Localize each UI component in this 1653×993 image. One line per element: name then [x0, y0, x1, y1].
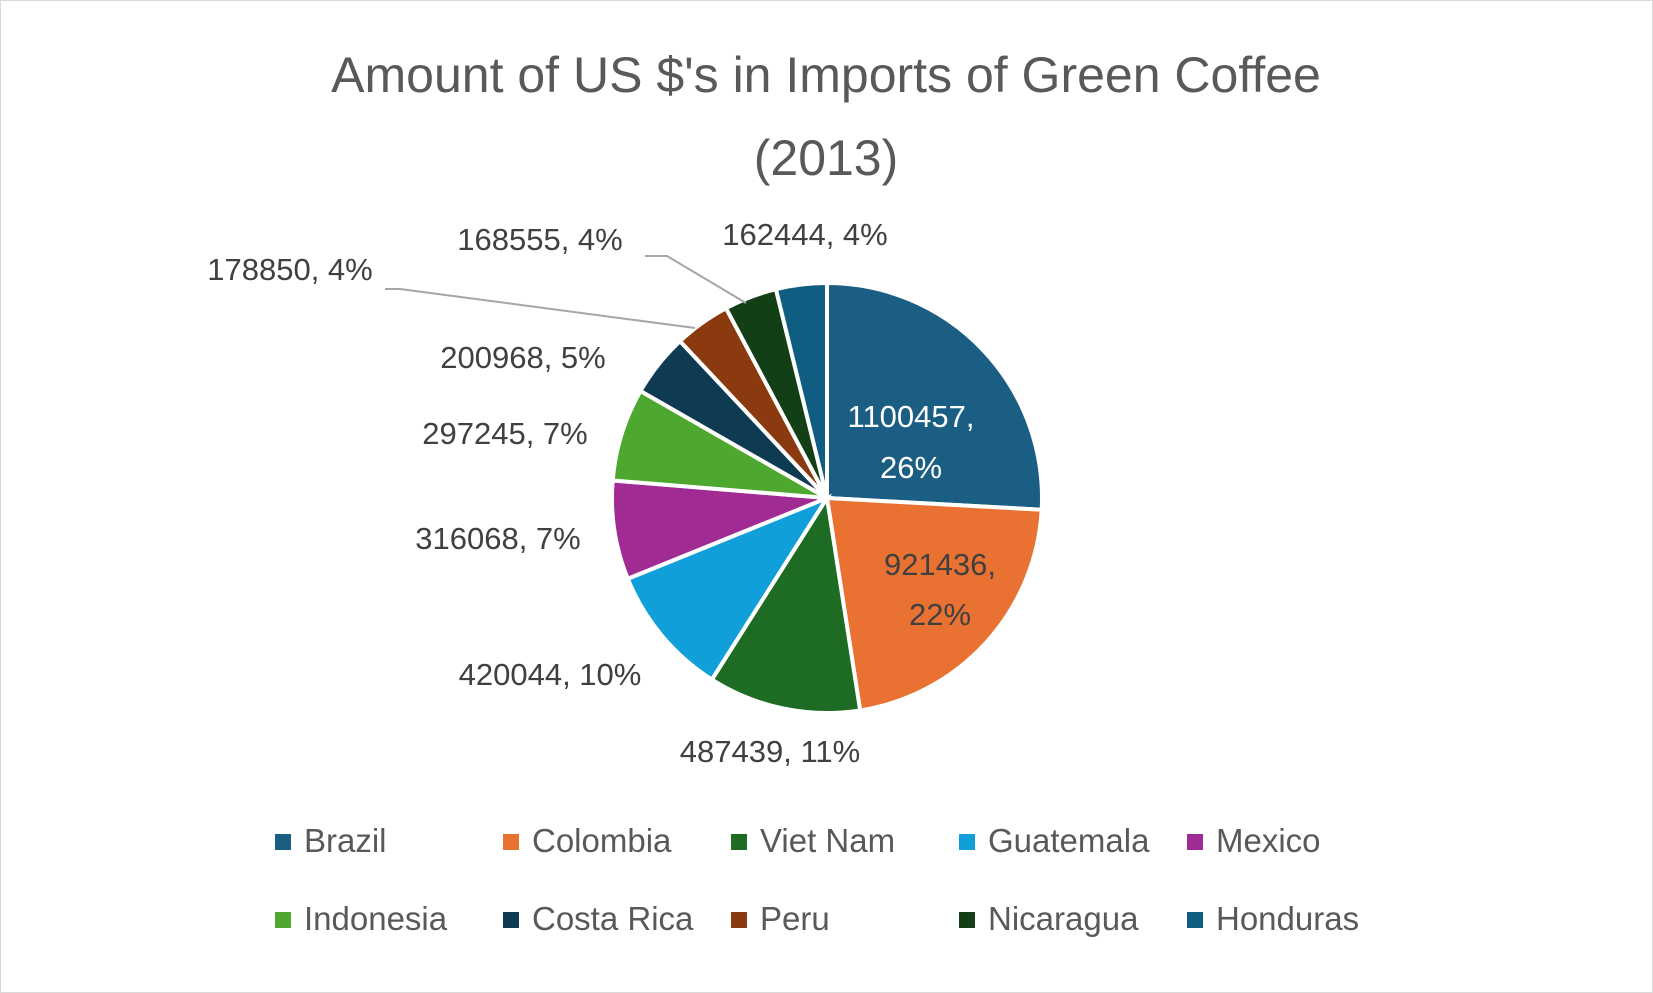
legend-label-guatemala: Guatemala: [988, 822, 1150, 859]
leader-lines: [385, 255, 747, 329]
data-label-mexico: 316068, 7%: [415, 521, 580, 556]
pie-slice-colombia: [824, 495, 1044, 713]
data-label-indonesia: 297245, 7%: [422, 416, 587, 451]
legend-swatch-guatemala: [959, 834, 975, 850]
legend-item-peru: Peru: [731, 900, 830, 937]
legend-label-mexico: Mexico: [1216, 822, 1321, 859]
legend-item-guatemala: Guatemala: [959, 822, 1150, 859]
pie-slice-brazil: [825, 280, 1045, 512]
legend-swatch-honduras: [1187, 912, 1203, 928]
legend: Brazil Colombia Viet Nam Guatemala Mexico Ind…: [275, 822, 1359, 937]
legend-label-costa-rica: Costa Rica: [532, 900, 694, 937]
legend-item-honduras: Honduras: [1187, 900, 1359, 937]
data-label-brazil: 26%: [880, 450, 942, 485]
legend-label-honduras: Honduras: [1216, 900, 1359, 937]
legend-label-peru: Peru: [760, 900, 830, 937]
data-label-viet-nam: 487439, 11%: [680, 734, 860, 769]
legend-item-nicaragua: Nicaragua: [959, 900, 1139, 937]
leader-line-peru: [385, 288, 696, 329]
pie-slice-viet-nam: [709, 492, 863, 715]
chart-title-line-1: Amount of US $'s in Imports of Green Cof…: [331, 47, 1321, 103]
legend-item-colombia: Colombia: [503, 822, 672, 859]
pie-slice-guatemala: [625, 493, 833, 683]
legend-swatch-brazil: [275, 834, 291, 850]
legend-label-colombia: Colombia: [532, 822, 672, 859]
legend-item-costa-rica: Costa Rica: [503, 900, 694, 937]
legend-swatch-nicaragua: [959, 912, 975, 928]
leader-line-nicaragua: [645, 255, 747, 304]
data-label-nicaragua: 168555, 4%: [457, 222, 622, 257]
legend-item-indonesia: Indonesia: [275, 900, 448, 937]
pie-slice-honduras: [773, 280, 829, 499]
data-label-costa-rica: 200968, 5%: [440, 340, 605, 375]
pie-slices: [610, 280, 1045, 715]
legend-label-nicaragua: Nicaragua: [988, 900, 1139, 937]
legend-label-viet-nam: Viet Nam: [760, 822, 895, 859]
chart-title-line-2: (2013): [754, 130, 899, 186]
legend-label-brazil: Brazil: [304, 822, 387, 859]
legend-swatch-indonesia: [275, 912, 291, 928]
legend-swatch-colombia: [503, 834, 519, 850]
data-labels: 1100457, 26% 921436, 22% 487439, 11% 420044, …: [207, 217, 996, 769]
data-label-guatemala: 420044, 10%: [459, 657, 642, 692]
legend-swatch-costa-rica: [503, 912, 519, 928]
legend-item-mexico: Mexico: [1187, 822, 1321, 859]
legend-label-indonesia: Indonesia: [304, 900, 448, 937]
data-label-honduras: 162444, 4%: [722, 217, 887, 252]
legend-swatch-viet-nam: [731, 834, 747, 850]
data-label-peru: 178850, 4%: [207, 252, 372, 287]
data-label-colombia: 921436,: [884, 547, 996, 582]
data-label-colombia: 22%: [909, 597, 971, 632]
data-label-brazil: 1100457,: [848, 399, 975, 434]
legend-item-viet-nam: Viet Nam: [731, 822, 895, 859]
legend-item-brazil: Brazil: [275, 822, 387, 859]
legend-swatch-mexico: [1187, 834, 1203, 850]
legend-swatch-peru: [731, 912, 747, 928]
